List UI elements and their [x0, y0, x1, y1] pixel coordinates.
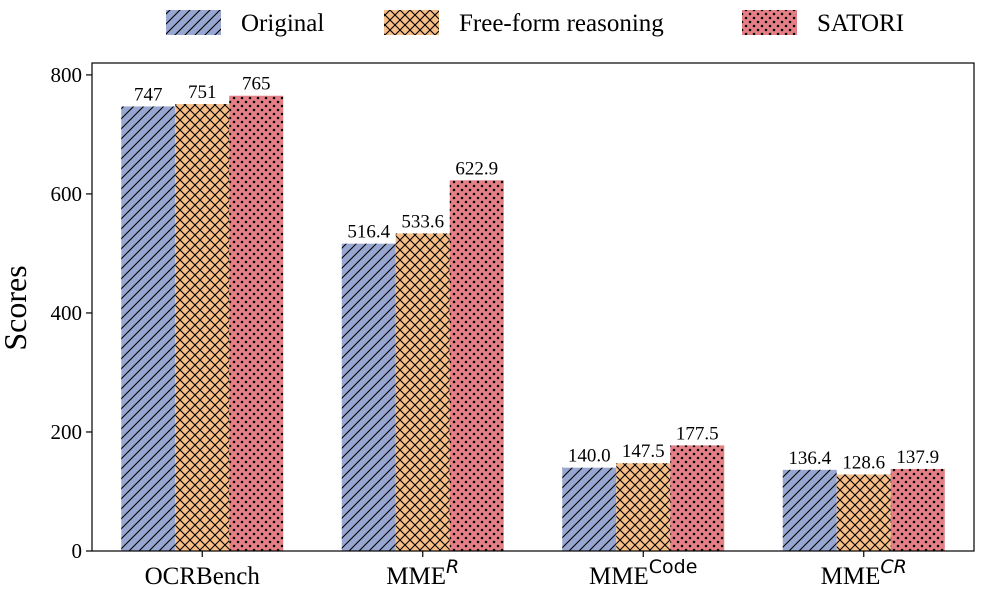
legend-label: Original: [241, 10, 324, 37]
bar-original: [121, 106, 176, 551]
y-tick-label: 600: [51, 182, 83, 206]
y-tick-label: 800: [51, 63, 83, 87]
data-label: 140.0: [568, 446, 611, 467]
y-tick-label: 200: [51, 420, 83, 444]
legend-label: SATORI: [817, 10, 904, 37]
bar-free-form-reasoning: [616, 463, 671, 551]
x-tick-label-base: OCRBench: [145, 563, 261, 589]
data-label: 177.5: [676, 423, 719, 444]
x-tick-label-superscript: R: [446, 556, 459, 578]
data-label: 747: [134, 84, 163, 105]
legend-swatch: [166, 10, 221, 35]
bar-satori: [229, 95, 284, 552]
y-axis: 0 200 400 600 800: [51, 63, 92, 563]
data-label: 147.5: [622, 441, 665, 462]
x-tick-label: MMECode: [589, 556, 697, 589]
x-axis: OCRBench MMER MMECode MMECR: [145, 551, 907, 589]
x-tick-label: OCRBench: [145, 563, 261, 589]
data-label: 622.9: [455, 158, 498, 179]
y-tick-label: 0: [72, 539, 83, 563]
x-tick-label-superscript: CR: [880, 556, 906, 578]
bar-original: [562, 467, 617, 551]
x-tick-label-base: MME: [821, 563, 881, 589]
bar-satori: [449, 180, 504, 552]
data-label: 137.9: [896, 447, 939, 468]
bar-original: [341, 243, 396, 552]
data-labels-group: 747 751 765 516.4 533.6 622.9 140.0 147.5 177.5 1…: [134, 74, 939, 474]
x-tick-label-base: MME: [589, 563, 649, 589]
data-label: 516.4: [347, 222, 390, 243]
legend-label: Free-form reasoning: [459, 10, 664, 37]
x-tick-label-base: MME: [386, 563, 446, 589]
bar-satori: [890, 468, 945, 551]
plot-frame: [91, 62, 975, 552]
x-tick-label: MMER: [386, 556, 459, 589]
legend-swatch: [742, 10, 797, 35]
x-tick-label-superscript: Code: [649, 556, 698, 578]
x-tick-label: MMECR: [821, 556, 907, 589]
legend: Original Free-form reasoning SATORI: [166, 10, 904, 37]
bar-satori: [670, 445, 725, 551]
data-label: 765: [242, 74, 271, 95]
data-label: 128.6: [842, 452, 885, 473]
bar-original: [782, 469, 837, 551]
y-axis-label: Scores: [0, 265, 33, 350]
y-tick-label: 400: [51, 301, 83, 325]
bar-free-form-reasoning: [395, 233, 450, 551]
legend-swatch: [384, 10, 439, 35]
data-label: 533.6: [401, 211, 444, 232]
data-label: 751: [188, 82, 217, 103]
bar-free-form-reasoning: [175, 104, 230, 551]
data-label: 136.4: [788, 448, 831, 469]
bars-group: [121, 95, 945, 552]
bar-free-form-reasoning: [836, 474, 891, 551]
